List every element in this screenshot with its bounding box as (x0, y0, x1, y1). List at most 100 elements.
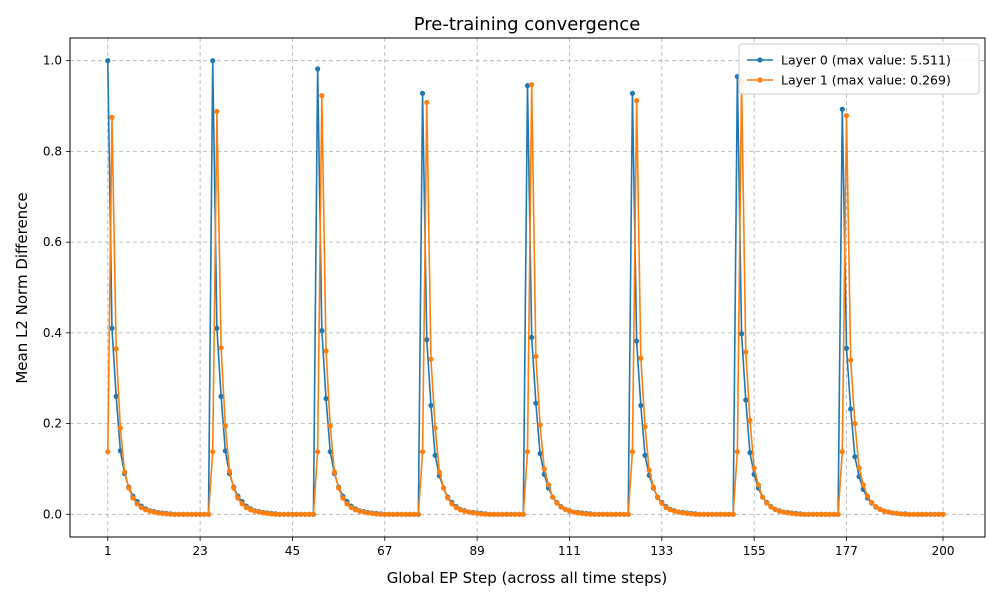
data-point (436, 469, 442, 475)
data-point (629, 90, 636, 96)
data-point (214, 108, 220, 115)
data-point (457, 507, 463, 513)
data-point (852, 420, 858, 427)
data-point (911, 511, 917, 517)
data-point (726, 511, 732, 517)
data-point (634, 98, 640, 104)
data-point (915, 511, 921, 517)
data-point (109, 325, 115, 331)
data-point (764, 500, 770, 506)
data-point (680, 510, 686, 516)
data-point (357, 508, 363, 514)
data-point (848, 357, 854, 363)
data-point (667, 507, 673, 513)
data-point (856, 465, 862, 471)
data-point (239, 501, 245, 507)
data-point (168, 511, 174, 517)
data-point (273, 511, 279, 517)
data-point (323, 396, 329, 402)
data-point (268, 511, 275, 517)
data-point (428, 356, 434, 362)
data-point (625, 511, 631, 517)
data-point (336, 485, 342, 491)
data-point (524, 449, 531, 455)
data-point (571, 509, 577, 515)
data-point (759, 494, 766, 500)
data-point (403, 511, 409, 517)
data-point (604, 511, 610, 517)
data-point (655, 494, 661, 501)
x-tick-label: 133 (650, 544, 673, 558)
data-point (906, 511, 913, 517)
data-point (533, 353, 539, 360)
data-point (621, 511, 627, 517)
legend: Layer 0 (max value: 5.511) Layer 1 (max v… (738, 43, 980, 95)
legend-marker (757, 57, 763, 63)
x-tick-label: 177 (835, 544, 858, 558)
data-point (147, 508, 153, 514)
data-point (743, 397, 749, 403)
data-point (843, 345, 850, 351)
data-point (340, 495, 346, 501)
data-point (378, 511, 384, 517)
data-point (142, 507, 149, 513)
data-point (747, 417, 753, 424)
legend-label: Layer 0 (max value: 5.511) (781, 53, 951, 68)
data-point (894, 510, 900, 517)
data-point (138, 504, 144, 511)
data-point (533, 400, 539, 406)
data-point (839, 106, 845, 112)
data-point (247, 507, 254, 513)
data-point (730, 511, 736, 517)
data-point (126, 485, 132, 491)
data-point (835, 511, 841, 517)
data-point (768, 504, 774, 510)
data-point (919, 511, 925, 517)
data-point (558, 504, 564, 510)
data-point (289, 511, 296, 517)
data-point (696, 511, 703, 517)
data-point (184, 511, 191, 517)
data-point (327, 423, 333, 429)
data-point (898, 511, 904, 517)
data-point (566, 508, 573, 514)
data-point (390, 511, 396, 517)
data-point (210, 449, 216, 455)
data-point (424, 337, 430, 343)
data-point (491, 511, 497, 517)
data-point (629, 449, 636, 455)
data-point (453, 504, 459, 511)
data-point (562, 506, 568, 512)
data-point (747, 450, 753, 456)
data-point (713, 511, 719, 517)
data-point (806, 511, 812, 517)
data-point (117, 425, 123, 431)
data-point (545, 482, 552, 488)
data-point (478, 511, 484, 517)
data-point (873, 504, 879, 510)
legend-label: Layer 1 (max value: 0.269) (781, 73, 951, 88)
data-point (529, 334, 535, 340)
data-point (860, 482, 866, 488)
data-point (927, 511, 934, 517)
data-point (461, 508, 468, 514)
data-point (818, 511, 824, 517)
y-tick-label: 0.2 (43, 417, 62, 431)
data-point (932, 511, 938, 517)
x-tick-label: 1 (104, 544, 112, 558)
data-point (218, 345, 224, 351)
data-point (814, 511, 820, 517)
data-point (466, 509, 472, 515)
data-point (260, 510, 266, 516)
x-tick-label: 111 (558, 544, 581, 558)
data-point (121, 469, 128, 475)
data-point (415, 511, 421, 517)
data-point (642, 452, 648, 458)
data-point (428, 402, 434, 409)
data-point (134, 501, 140, 507)
data-point (151, 509, 157, 515)
data-point (671, 508, 678, 514)
data-point (793, 511, 799, 517)
x-tick-label: 200 (932, 544, 955, 558)
